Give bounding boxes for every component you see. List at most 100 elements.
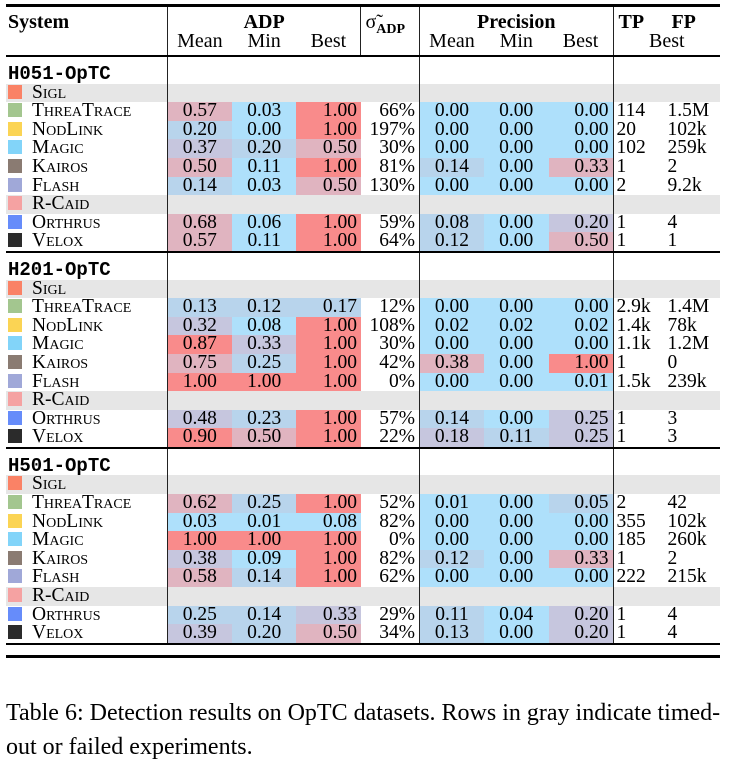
precision-min-cell: 0.00 (483, 231, 549, 252)
adp-min-cell: 0.14 (231, 605, 297, 625)
system-name-cell: ThreaTrace (6, 101, 167, 121)
dataset-header-row: H051-OpTC (6, 56, 720, 84)
adp-min-cell: 0.11 (231, 157, 297, 177)
system-name-cell: NodLink (6, 315, 167, 336)
precision-best-cell: 0.00 (548, 530, 614, 550)
system-color-swatch-icon (8, 532, 22, 547)
fp-best-cell: 3 (667, 426, 678, 448)
table-row: ThreaTrace 0.13 0.12 0.17 12% 0.00 0.00 0.00 2.9… (6, 297, 720, 317)
adp-best-cell: 1.00 (296, 213, 361, 233)
precision-best-cell: 0.20 (548, 605, 614, 625)
system-label: ThreaTrace (32, 492, 132, 514)
adp-best-cell: 1.00 (296, 549, 361, 569)
failed-row: R-Caid (6, 390, 720, 410)
tp-best-cell: 2 (612, 493, 664, 513)
adp-mean-cell: 0.25 (166, 605, 232, 625)
precision-min-cell: 0.00 (483, 353, 549, 373)
table-row: Magic 0.37 0.20 0.50 30% 0.00 0.00 0.00 102 259k (6, 138, 720, 158)
tpfp-empty (612, 475, 720, 495)
system-name-cell: R-Caid (6, 390, 168, 410)
adp-empty (166, 391, 361, 410)
system-label: Flash (32, 566, 80, 588)
failed-row: R-Caid (6, 193, 720, 215)
system-name-cell: Flash (6, 566, 167, 588)
fp-best-cell: 4 (667, 603, 678, 625)
sigma-empty (360, 195, 420, 214)
sigma-adp-cell: 130% (369, 174, 415, 196)
sigma-adp-cell: 22% (379, 426, 415, 448)
precision-min-cell: 0.00 (483, 120, 549, 140)
adp-best-cell: 1.00 (296, 231, 361, 252)
precision-mean-cell: 0.18 (418, 427, 484, 448)
precision-mean-cell: 0.00 (418, 138, 484, 158)
adp-best-cell: 1.00 (296, 371, 361, 392)
header-precision-best: Best (548, 31, 614, 57)
adp-mean-cell: 0.57 (166, 231, 232, 252)
adp-min-cell: 1.00 (231, 530, 297, 550)
precision-mean-cell: 0.12 (418, 231, 484, 252)
adp-empty (166, 83, 361, 103)
adp-best-cell: 1.00 (296, 427, 361, 448)
precision-mean-cell: 0.00 (418, 567, 484, 588)
table-row: Magic 1.00 1.00 1.00 0% 0.00 0.00 0.00 185 260k (6, 530, 720, 550)
dataset-name: H051-OpTC (8, 63, 111, 85)
adp-mean-cell: 1.00 (166, 530, 232, 550)
precision-mean-cell: 0.00 (418, 120, 484, 140)
precision-best-cell: 0.00 (548, 138, 614, 158)
adp-best-cell: 1.00 (296, 493, 361, 513)
system-name-cell: Flash (6, 174, 167, 196)
sigma-adp-cell: 108% (369, 314, 415, 336)
system-color-swatch-icon (8, 299, 22, 314)
tp-best-cell: 1.5k (612, 371, 664, 392)
header-precision-mean: Mean (418, 31, 484, 57)
header-system: System (6, 4, 168, 56)
results-body: H051-OpTC Sigl ThreaTrace 0.57 0.03 1.00 66% 0.… (6, 56, 720, 658)
fp-best-cell: 0 (667, 351, 678, 373)
precision-mean-cell: 0.00 (418, 334, 484, 354)
tp-best-cell: 1 (612, 549, 664, 569)
table-row: Kairos 0.75 0.25 1.00 42% 0.38 0.00 1.00 1 0 (6, 351, 720, 373)
system-color-swatch-icon (8, 317, 22, 332)
adp-min-cell: 0.11 (231, 231, 297, 252)
adp-mean-cell: 1.00 (166, 371, 232, 392)
header-row-top: System ADP σ̃ADP Precision TP FP (6, 4, 720, 56)
table-row: NodLink 0.20 0.00 1.00 197% 0.00 0.00 0.00 20 102… (6, 118, 720, 140)
precision-empty (418, 83, 614, 103)
table-caption: Table 6: Detection results on OpTC datas… (6, 700, 721, 760)
table-row: Velox 0.90 0.50 1.00 22% 0.18 0.11 0.25 1 3 (6, 426, 720, 448)
adp-min-cell: 0.25 (231, 493, 297, 513)
adp-mean-cell: 0.48 (166, 409, 232, 429)
precision-mean-cell: 0.00 (418, 530, 484, 550)
dataset-header-spacer (360, 250, 420, 280)
adp-min-cell: 0.01 (231, 512, 297, 532)
dataset-header-row: H201-OpTC (6, 250, 720, 280)
adp-best-cell: 1.00 (296, 530, 361, 550)
fp-best-cell: 9.2k (667, 174, 702, 196)
adp-mean-cell: 0.14 (166, 176, 232, 196)
dataset-header-spacer (166, 446, 361, 476)
adp-mean-cell: 0.37 (166, 138, 232, 158)
system-label: NodLink (32, 118, 104, 140)
precision-min-cell: 0.02 (483, 316, 549, 336)
precision-best-cell: 0.00 (548, 101, 614, 121)
adp-mean-cell: 0.68 (166, 213, 232, 233)
precision-best-cell: 0.00 (548, 567, 614, 588)
system-label: Flash (32, 174, 80, 196)
precision-min-cell: 0.00 (483, 549, 549, 569)
system-color-swatch-icon (8, 588, 22, 603)
adp-min-cell: 0.06 (231, 213, 297, 233)
adp-best-cell: 1.00 (296, 567, 361, 588)
header-tp: TP (612, 4, 664, 32)
system-color-swatch-icon (8, 233, 22, 248)
adp-mean-cell: 0.87 (166, 334, 232, 354)
adp-min-cell: 0.50 (231, 427, 297, 448)
adp-min-cell: 0.03 (231, 176, 297, 196)
adp-min-cell: 0.03 (231, 101, 297, 121)
system-name-cell: Velox (6, 623, 167, 644)
system-label: R-Caid (32, 193, 90, 215)
dataset-header-spacer (361, 56, 419, 84)
header-sigma-adp: σ̃ADP (360, 4, 420, 56)
precision-best-cell: 0.00 (548, 512, 614, 532)
system-name-cell: Orthrus (6, 408, 167, 429)
precision-min-cell: 0.00 (483, 334, 549, 354)
